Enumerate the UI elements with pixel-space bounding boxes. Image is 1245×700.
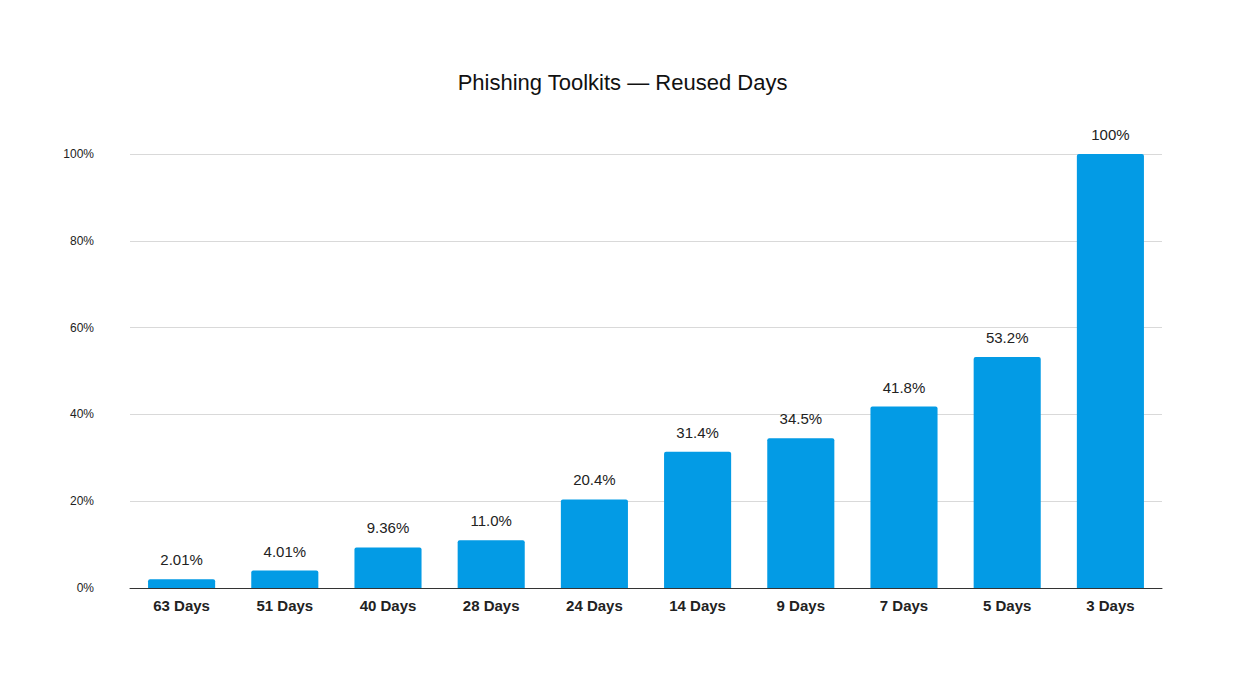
svg-text:3 Days: 3 Days — [1086, 597, 1134, 614]
svg-text:14 Days: 14 Days — [669, 597, 726, 614]
svg-text:41.8%: 41.8% — [883, 379, 926, 396]
svg-text:9 Days: 9 Days — [777, 597, 825, 614]
svg-text:40 Days: 40 Days — [360, 597, 417, 614]
svg-text:20%: 20% — [70, 494, 94, 508]
svg-text:28 Days: 28 Days — [463, 597, 520, 614]
svg-text:5 Days: 5 Days — [983, 597, 1031, 614]
svg-text:4.01%: 4.01% — [264, 543, 307, 560]
svg-text:9.36%: 9.36% — [367, 519, 410, 536]
svg-text:31.4%: 31.4% — [676, 424, 719, 441]
svg-text:63 Days: 63 Days — [153, 597, 210, 614]
svg-text:20.4%: 20.4% — [573, 471, 616, 488]
svg-text:60%: 60% — [70, 321, 94, 335]
svg-text:7 Days: 7 Days — [880, 597, 928, 614]
svg-text:80%: 80% — [70, 234, 94, 248]
svg-text:34.5%: 34.5% — [780, 410, 823, 427]
svg-text:2.01%: 2.01% — [160, 551, 203, 568]
svg-text:0%: 0% — [77, 581, 95, 595]
svg-text:100%: 100% — [63, 147, 94, 161]
svg-text:40%: 40% — [70, 407, 94, 421]
svg-text:51 Days: 51 Days — [256, 597, 313, 614]
svg-text:53.2%: 53.2% — [986, 329, 1029, 346]
svg-text:Phishing Toolkits — Reused Day: Phishing Toolkits — Reused Days — [458, 70, 788, 95]
svg-text:24 Days: 24 Days — [566, 597, 623, 614]
svg-text:100%: 100% — [1091, 126, 1129, 143]
svg-text:11.0%: 11.0% — [470, 512, 511, 529]
